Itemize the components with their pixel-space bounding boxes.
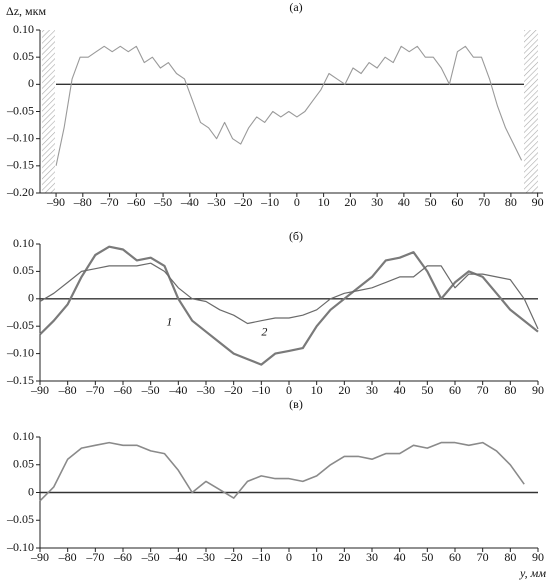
hatched-region: [524, 30, 538, 193]
y-tick-label: –0.20: [6, 185, 34, 199]
y-tick-label: 0: [28, 291, 34, 305]
x-tick-label: 30: [371, 195, 383, 209]
x-tick-label: 10: [311, 383, 323, 397]
x-tick-label: 60: [449, 383, 461, 397]
x-tick-label: 40: [398, 195, 410, 209]
x-tick-label: 40: [394, 550, 406, 564]
x-tick-label: 90: [532, 550, 544, 564]
x-tick-label: 0: [286, 383, 292, 397]
x-tick-label: 30: [366, 383, 378, 397]
x-tick-label: 80: [504, 383, 516, 397]
x-tick-label: –20: [224, 383, 243, 397]
y-tick-label: 0.10: [13, 236, 34, 250]
x-tick-label: –10: [251, 550, 270, 564]
x-tick-label: –20: [224, 550, 243, 564]
x-tick-label: –10: [260, 195, 279, 209]
y-tick-label: –0.05: [6, 512, 34, 526]
x-tick-label: –60: [113, 383, 132, 397]
x-tick-label: –90: [30, 550, 49, 564]
x-tick-label: –60: [113, 550, 132, 564]
x-tick-label: 90: [532, 383, 544, 397]
y-tick-label: –0.05: [6, 318, 34, 332]
x-tick-label: 20: [338, 550, 350, 564]
x-tick-label: 0: [286, 550, 292, 564]
x-tick-label: 60: [449, 550, 461, 564]
x-tick-label: –50: [153, 195, 172, 209]
x-tick-label: –40: [180, 195, 199, 209]
series-label: 2: [261, 324, 267, 338]
chart-title: (в): [289, 397, 303, 411]
y-tick-label: –0.10: [6, 130, 34, 144]
x-tick-label: –10: [251, 383, 270, 397]
x-tick-label: 70: [478, 195, 490, 209]
y-tick-label: 0: [28, 484, 34, 498]
x-tick-label: –80: [58, 383, 77, 397]
y-tick-label: –0.15: [6, 158, 34, 172]
x-tick-label: 30: [366, 550, 378, 564]
y-tick-label: 0.05: [13, 457, 34, 471]
hatched-region: [42, 30, 55, 193]
data-line: [39, 245, 539, 366]
series-label: 1: [166, 315, 172, 329]
y-tick-label: 0.05: [13, 49, 34, 63]
x-tick-label: 40: [394, 383, 406, 397]
x-tick-label: 50: [421, 550, 433, 564]
chart-title: (б): [289, 229, 303, 243]
x-tick-label: 50: [421, 383, 433, 397]
y-tick-label: –0.10: [6, 345, 34, 359]
x-tick-label: –90: [46, 195, 65, 209]
x-tick-label: 90: [532, 195, 544, 209]
y-tick-label: 0: [28, 76, 34, 90]
y-tick-label: 0.10: [13, 429, 34, 443]
data-line: [39, 441, 525, 502]
x-tick-label: –40: [168, 383, 187, 397]
x-tick-label: 80: [504, 550, 516, 564]
x-tick-label: –80: [58, 550, 77, 564]
y-tick-label: –0.05: [6, 103, 34, 117]
y-axis-label: Δz, мкм: [6, 4, 46, 18]
x-tick-label: –70: [85, 550, 104, 564]
x-tick-label: –90: [30, 383, 49, 397]
x-tick-label: 10: [318, 195, 330, 209]
x-tick-label: 20: [338, 383, 350, 397]
x-tick-label: –30: [196, 550, 215, 564]
x-tick-label: 0: [294, 195, 300, 209]
x-tick-label: 80: [505, 195, 517, 209]
x-tick-label: 50: [425, 195, 437, 209]
y-tick-label: 0.10: [13, 22, 34, 36]
data-line: [39, 262, 539, 330]
x-tick-label: 20: [344, 195, 356, 209]
y-tick-label: –0.10: [6, 540, 34, 554]
x-tick-label: 60: [451, 195, 463, 209]
x-tick-label: –20: [233, 195, 252, 209]
x-tick-label: –40: [168, 550, 187, 564]
x-tick-label: –50: [141, 550, 160, 564]
x-axis-label: y, мм: [519, 566, 546, 580]
x-tick-label: –50: [141, 383, 160, 397]
x-tick-label: 70: [477, 550, 489, 564]
y-tick-label: –0.15: [6, 373, 34, 387]
x-tick-label: –60: [126, 195, 145, 209]
x-tick-label: –70: [100, 195, 119, 209]
x-tick-label: 10: [311, 550, 323, 564]
x-tick-label: –80: [73, 195, 92, 209]
x-tick-label: 70: [477, 383, 489, 397]
data-line: [55, 45, 523, 166]
chart-title: (а): [289, 0, 302, 14]
x-tick-label: –30: [196, 383, 215, 397]
x-tick-label: –70: [85, 383, 104, 397]
y-tick-label: 0.05: [13, 263, 34, 277]
x-tick-label: –30: [207, 195, 226, 209]
